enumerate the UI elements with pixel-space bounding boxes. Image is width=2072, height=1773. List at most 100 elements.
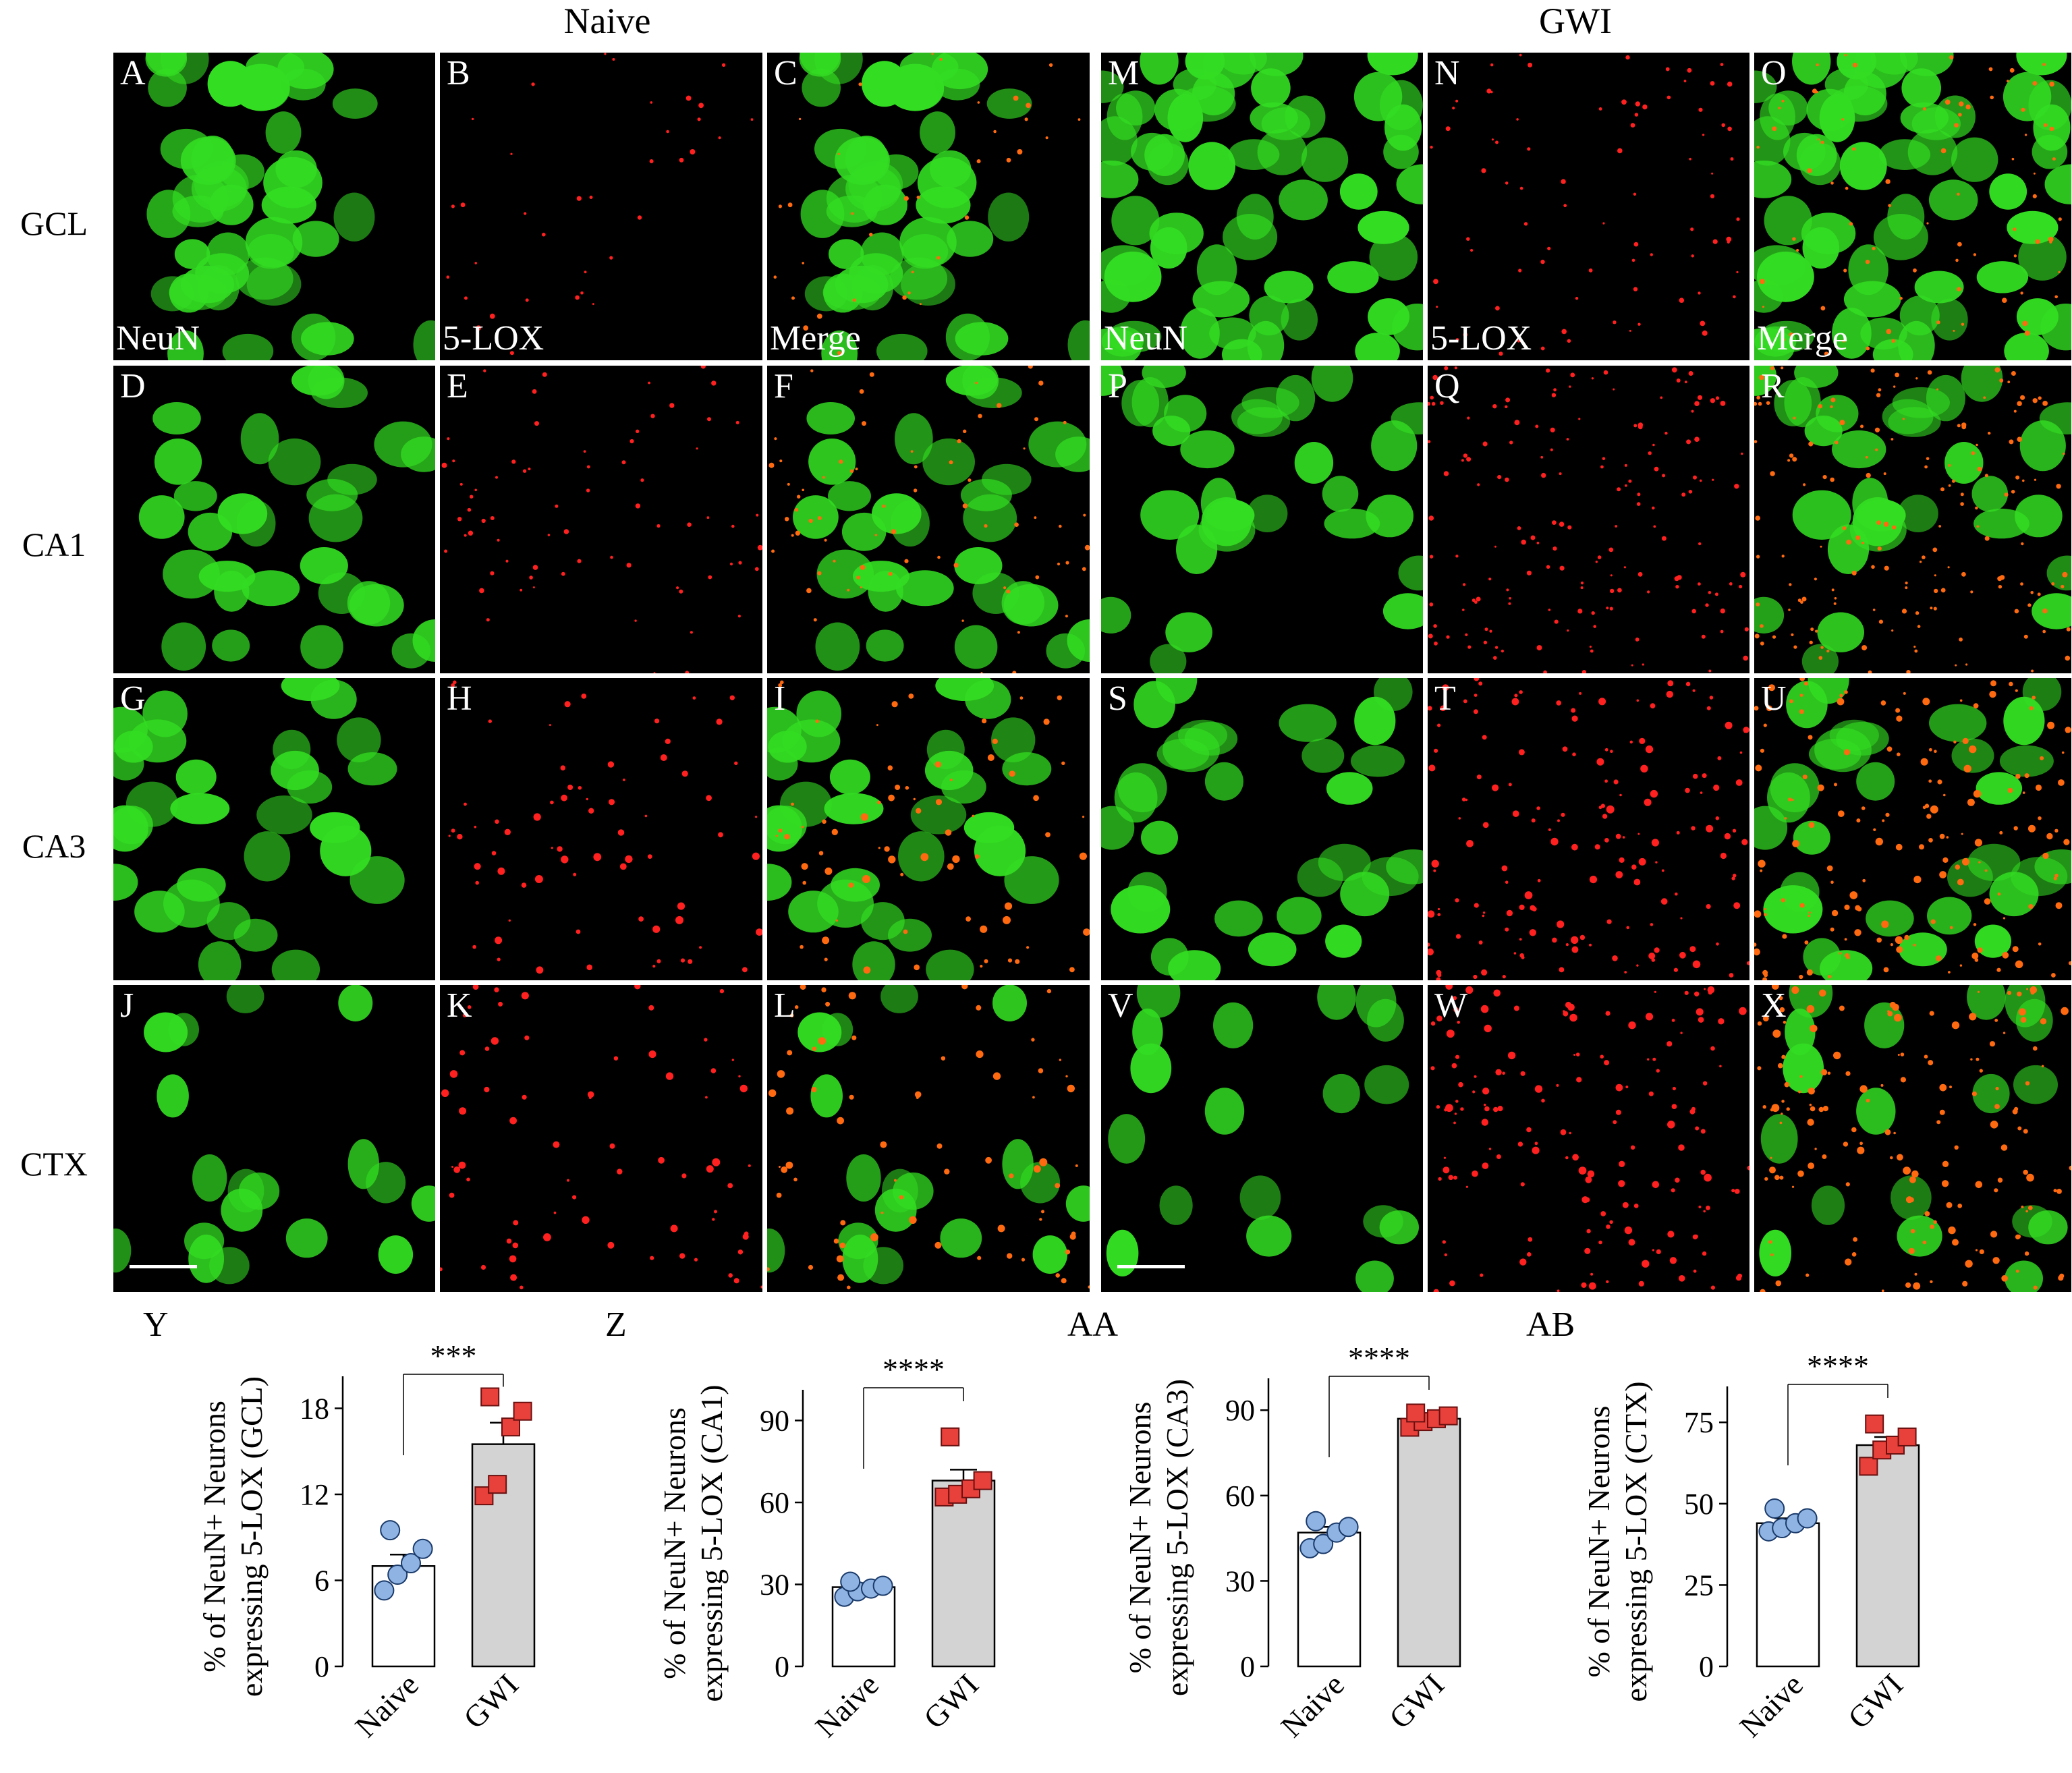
panel-letter: AA	[1067, 1305, 1119, 1344]
lox-puncta	[1038, 381, 1044, 386]
lox-puncta	[1845, 1071, 1851, 1076]
lox-puncta	[1770, 1156, 1772, 1159]
lox-puncta	[1524, 891, 1533, 899]
data-point-naive	[1797, 1508, 1818, 1529]
panel-letter: H	[447, 679, 472, 718]
neuron-cell	[1363, 1205, 1403, 1238]
lox-puncta	[733, 1278, 739, 1284]
lox-puncta	[974, 854, 980, 859]
lox-puncta	[1804, 940, 1809, 945]
lox-puncta	[1895, 936, 1903, 944]
lox-puncta	[1494, 545, 1496, 548]
lox-puncta	[1826, 649, 1830, 653]
lox-puncta	[1069, 967, 1075, 973]
lox-puncta	[1561, 812, 1565, 817]
data-point-gwi	[474, 1486, 494, 1506]
lox-puncta	[1465, 798, 1468, 801]
neuron-cell	[800, 190, 845, 238]
lox-puncta	[1444, 366, 1449, 370]
lox-puncta	[1633, 1204, 1639, 1208]
lox-puncta	[497, 538, 500, 542]
lox-puncta	[774, 437, 777, 441]
lox-puncta	[1532, 906, 1537, 911]
lox-puncta	[1706, 824, 1714, 833]
lox-puncta	[870, 1233, 878, 1241]
lox-puncta	[1671, 1019, 1675, 1022]
neuron-cell	[1311, 366, 1353, 402]
lox-puncta	[1843, 749, 1850, 756]
lox-puncta	[2023, 1129, 2028, 1134]
lox-puncta	[1508, 602, 1511, 605]
lox-puncta	[1550, 448, 1553, 451]
lox-puncta	[849, 1094, 854, 1100]
micrograph-image	[1428, 678, 1749, 980]
lox-puncta	[1637, 571, 1643, 577]
lox-puncta	[1766, 705, 1772, 712]
lox-puncta	[778, 683, 783, 687]
lox-puncta	[874, 534, 878, 536]
lox-puncta	[1619, 793, 1622, 797]
neuron-cell	[810, 1074, 843, 1118]
lox-puncta	[1962, 1280, 1968, 1287]
lox-puncta	[2038, 816, 2042, 820]
lox-puncta	[1482, 822, 1489, 828]
lox-puncta	[791, 296, 795, 300]
lox-puncta	[1453, 1121, 1456, 1125]
panel-letter: O	[1761, 54, 1787, 92]
lox-puncta	[1492, 784, 1499, 791]
stain-label: 5-LOX	[1430, 318, 1532, 358]
lox-puncta	[880, 1211, 884, 1214]
neuron-cell	[893, 1172, 934, 1210]
lox-puncta	[1505, 405, 1508, 409]
lox-puncta	[1691, 826, 1696, 831]
neuron-cell	[1055, 437, 1090, 472]
lox-puncta	[1676, 378, 1681, 383]
neuron-cell	[2007, 210, 2059, 244]
lox-puncta	[1624, 971, 1627, 974]
lox-puncta	[551, 847, 553, 849]
lox-puncta	[1559, 967, 1565, 973]
lox-puncta	[1859, 1142, 1863, 1146]
lox-puncta	[589, 196, 593, 199]
lox-puncta	[2047, 721, 2055, 729]
lox-puncta	[471, 117, 474, 121]
lox-puncta	[1830, 927, 1835, 932]
lox-puncta	[884, 846, 890, 852]
lox-puncta	[1082, 567, 1086, 571]
lox-puncta	[1809, 640, 1813, 644]
lox-puncta	[1581, 670, 1587, 673]
lox-puncta	[1962, 737, 1969, 744]
lox-puncta	[1561, 179, 1566, 184]
lox-puncta	[1621, 99, 1627, 105]
lox-puncta	[1698, 582, 1701, 586]
lox-puncta	[1839, 952, 1842, 955]
lox-puncta	[1502, 975, 1506, 979]
lox-puncta	[739, 1084, 748, 1093]
neuron-cell	[1780, 872, 1820, 912]
neuron-cell	[849, 253, 903, 294]
lox-puncta	[1623, 566, 1626, 569]
lox-puncta	[1746, 961, 1749, 965]
lox-puncta	[1585, 1176, 1592, 1183]
lox-puncta	[1633, 287, 1638, 291]
lox-puncta	[2037, 592, 2041, 596]
neuron-cell	[824, 793, 884, 824]
lox-puncta	[1957, 242, 1962, 247]
lox-puncta	[1995, 1086, 1999, 1091]
micrograph-image	[767, 678, 1090, 980]
lox-puncta	[1905, 586, 1908, 590]
neuron-cell	[1264, 271, 1314, 304]
neuron-cell	[2013, 1065, 2058, 1104]
panel-letter: W	[1434, 986, 1468, 1025]
lox-puncta	[1481, 168, 1486, 173]
lox-puncta	[1775, 1280, 1782, 1287]
neuron-cell	[188, 512, 233, 551]
lox-puncta	[1800, 600, 1803, 604]
lox-puncta	[1808, 914, 1810, 918]
lox-puncta	[1860, 424, 1864, 428]
bar-chart-aa: AA% of NeuN+ Neurons expressing 5-LOX (CA…	[1067, 1305, 1461, 1744]
neuron-cell	[285, 1218, 328, 1258]
neuron-cell	[1322, 1073, 1360, 1114]
lox-puncta	[1465, 633, 1468, 636]
lox-puncta	[1729, 582, 1733, 586]
